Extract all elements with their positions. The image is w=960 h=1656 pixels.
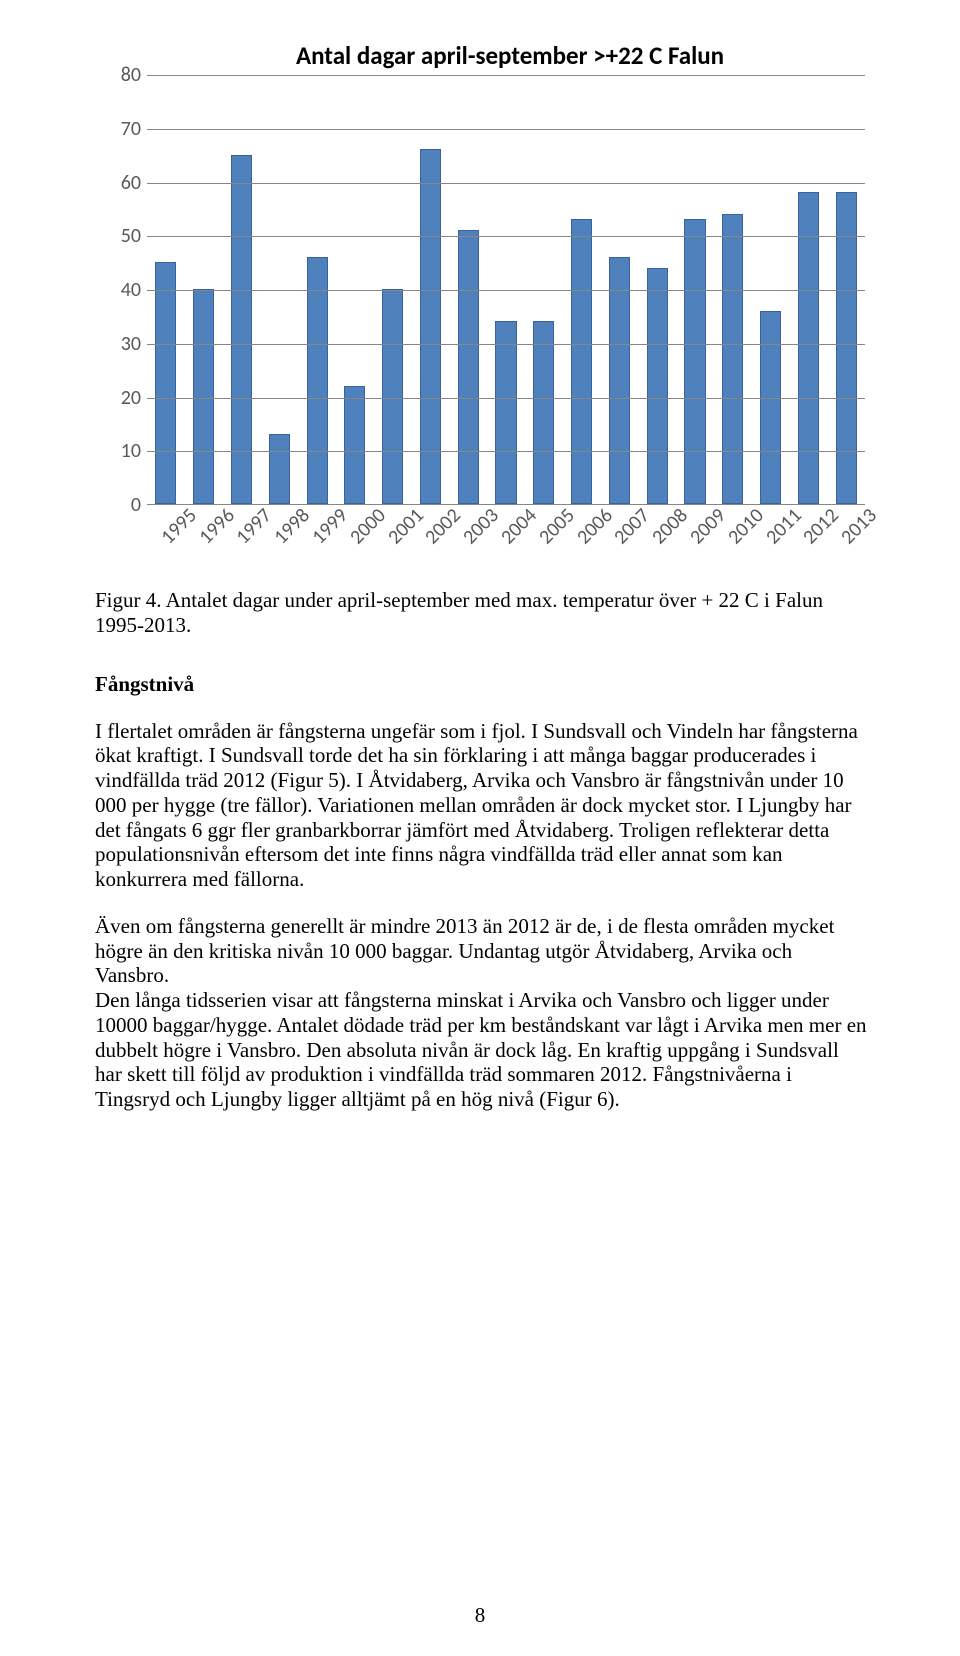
y-tick-label: 30 <box>97 332 141 356</box>
y-tick-label: 50 <box>97 224 141 248</box>
bar <box>533 321 554 504</box>
bar <box>495 321 516 504</box>
bar <box>798 192 819 504</box>
grid-line <box>147 344 865 345</box>
y-tick-label: 10 <box>97 439 141 463</box>
body-paragraph: Även om fångsterna generellt är mindre 2… <box>95 914 870 988</box>
x-tick: 2007 <box>601 505 639 565</box>
bar <box>836 192 857 504</box>
y-tick-label: 40 <box>97 278 141 302</box>
chart-plot: 01020304050607080 1995199619971998199920… <box>95 75 865 505</box>
y-tick-label: 20 <box>97 386 141 410</box>
bar <box>269 434 290 504</box>
grid-line <box>147 183 865 184</box>
bar <box>307 257 328 504</box>
x-tick: 2013 <box>827 505 865 565</box>
x-tick: 2004 <box>487 505 525 565</box>
x-tick: 2008 <box>638 505 676 565</box>
body-paragraph: Den långa tidsserien visar att fångstern… <box>95 988 870 1112</box>
x-tick: 2011 <box>752 505 790 565</box>
bar <box>382 289 403 504</box>
grid-line <box>147 236 865 237</box>
bar <box>571 219 592 504</box>
page-number: 8 <box>0 1603 960 1628</box>
figure-caption: Figur 4. Antalet dagar under april-septe… <box>95 588 870 638</box>
x-tick: 2005 <box>525 505 563 565</box>
x-tick: 2009 <box>676 505 714 565</box>
bar <box>155 262 176 504</box>
x-tick: 1995 <box>147 505 185 565</box>
bar <box>193 289 214 504</box>
x-tick-label: 2013 <box>836 504 882 550</box>
x-tick: 2000 <box>336 505 374 565</box>
bar <box>647 268 668 505</box>
x-tick: 2006 <box>563 505 601 565</box>
bar-chart: Antal dagar april-september >+22 C Falun… <box>95 40 865 560</box>
y-tick-label: 70 <box>97 117 141 141</box>
x-tick: 1996 <box>185 505 223 565</box>
x-tick: 2012 <box>790 505 828 565</box>
x-tick: 2001 <box>374 505 412 565</box>
body-paragraph: I flertalet områden är fångsterna ungefä… <box>95 719 870 892</box>
y-tick-label: 60 <box>97 171 141 195</box>
bar <box>609 257 630 504</box>
bar <box>344 386 365 504</box>
y-axis: 01020304050607080 <box>95 75 143 505</box>
grid-line <box>147 290 865 291</box>
grid-line <box>147 398 865 399</box>
chart-title: Antal dagar april-september >+22 C Falun <box>95 40 865 71</box>
grid-line <box>147 129 865 130</box>
x-tick: 2010 <box>714 505 752 565</box>
x-tick: 1998 <box>260 505 298 565</box>
y-tick-label: 0 <box>97 493 141 517</box>
y-tick-label: 80 <box>97 63 141 87</box>
x-tick: 1997 <box>223 505 261 565</box>
section-heading: Fångstnivå <box>95 672 870 697</box>
grid-line <box>147 75 865 76</box>
x-tick: 1999 <box>298 505 336 565</box>
bar <box>722 214 743 504</box>
x-tick: 2003 <box>449 505 487 565</box>
grid-line <box>147 451 865 452</box>
bar <box>760 311 781 505</box>
bar <box>458 230 479 504</box>
x-tick: 2002 <box>412 505 450 565</box>
plot-area <box>147 75 865 505</box>
x-axis: 1995199619971998199920002001200220032004… <box>147 505 865 565</box>
bar <box>684 219 705 504</box>
